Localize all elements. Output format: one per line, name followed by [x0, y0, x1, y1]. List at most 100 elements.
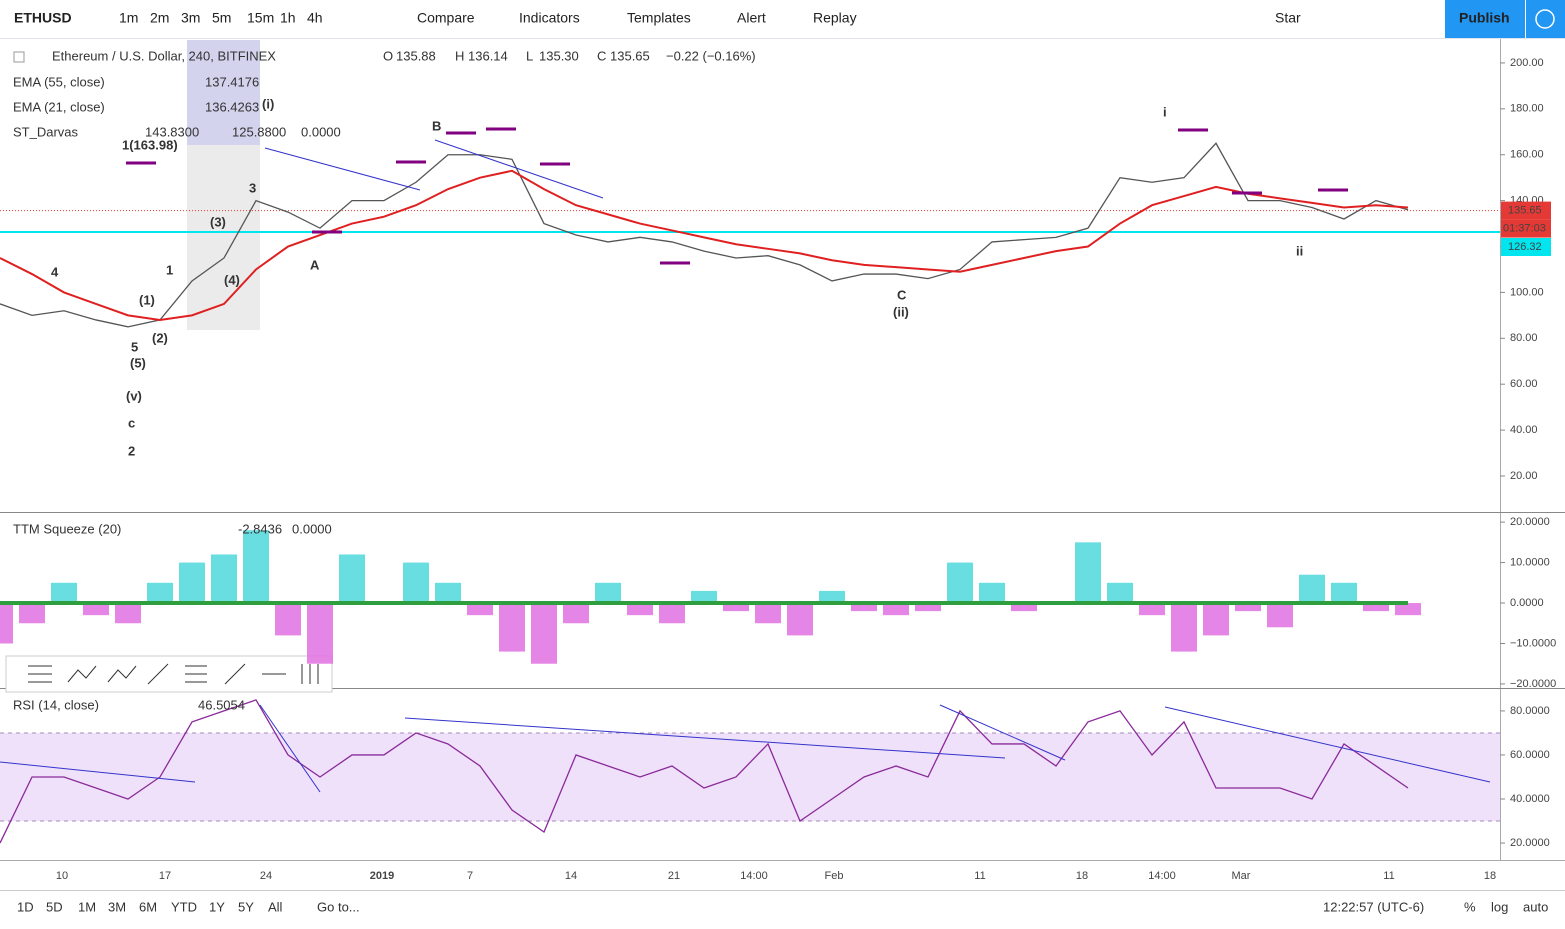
interval[interactable]: 5m	[212, 10, 231, 26]
range-button[interactable]: 5Y	[238, 899, 254, 914]
scale-option[interactable]: log	[1491, 899, 1508, 914]
momentum-bar	[1203, 603, 1229, 636]
play-button[interactable]	[1526, 0, 1565, 38]
tool-icon[interactable]	[301, 664, 319, 684]
x-tick-label: Feb	[825, 870, 844, 882]
toolbar-button[interactable]: Replay	[813, 10, 857, 26]
momentum-bar	[1075, 542, 1101, 604]
chart-title: Ethereum / U.S. Dollar, 240, BITFINEX	[52, 48, 276, 63]
star-button[interactable]: Star	[1275, 10, 1301, 26]
range-button[interactable]: All	[268, 899, 283, 914]
momentum-bar	[1107, 582, 1133, 604]
indicator-value: 136.4263	[205, 99, 259, 114]
x-tick-label: 11	[974, 870, 985, 882]
range-button[interactable]: 3M	[108, 899, 126, 914]
x-tick-label: 21	[668, 870, 680, 882]
momentum-bar	[755, 603, 781, 624]
interval[interactable]: 1h	[280, 10, 296, 26]
ohlc-label: L	[526, 48, 533, 63]
tool-icon[interactable]	[67, 665, 97, 683]
x-tick-label: 17	[159, 870, 171, 882]
price-line	[0, 142, 1409, 328]
range-button[interactable]: 5D	[46, 899, 63, 914]
publish-label[interactable]: Publish	[1459, 10, 1510, 26]
y-tick-label: 160.00	[1510, 149, 1544, 161]
tool-icon[interactable]	[28, 665, 52, 683]
momentum-bar	[147, 582, 173, 604]
scale-option[interactable]: %	[1464, 899, 1476, 914]
squeeze-value: -2.8436	[238, 521, 282, 536]
y-tick-label: −10.0000	[1510, 637, 1556, 649]
x-tick-label: 2019	[370, 870, 394, 882]
wave-label: C	[897, 287, 907, 302]
squeeze-name[interactable]: TTM Squeeze (20)	[13, 521, 121, 536]
interval[interactable]: 1m	[119, 10, 138, 26]
range-button[interactable]: 1D	[17, 899, 34, 914]
momentum-bar	[1011, 603, 1037, 612]
momentum-bar	[979, 582, 1005, 604]
toolbar-button[interactable]: Compare	[417, 10, 475, 26]
range-button[interactable]: 1Y	[209, 899, 225, 914]
scale-option[interactable]: auto	[1523, 899, 1548, 914]
wave-label: 2	[128, 443, 135, 458]
y-tick-label: 20.00	[1510, 470, 1538, 482]
y-tick-label: 60.0000	[1510, 749, 1550, 761]
countdown-tag	[1501, 219, 1551, 238]
rsi-name[interactable]: RSI (14, close)	[13, 697, 99, 712]
momentum-bar	[915, 603, 941, 612]
collapse-box[interactable]	[13, 51, 25, 63]
indicator-name[interactable]: EMA (55, close)	[13, 74, 105, 89]
tool-icon[interactable]	[107, 665, 137, 683]
momentum-bar	[499, 603, 525, 652]
clock: 12:22:57 (UTC-6)	[1323, 899, 1424, 914]
interval[interactable]: 15m	[247, 10, 274, 26]
interval[interactable]: 2m	[150, 10, 169, 26]
range-button[interactable]: YTD	[171, 899, 197, 914]
ohlc-label: C	[597, 48, 606, 63]
wave-label: (4)	[224, 272, 240, 287]
x-tick-label: 18	[1484, 870, 1496, 882]
y-tick-label: 180.00	[1510, 103, 1544, 115]
momentum-bar	[819, 590, 845, 604]
momentum-bar	[723, 603, 749, 612]
tool-icon[interactable]	[147, 663, 169, 685]
momentum-bar	[1331, 582, 1357, 604]
range-button[interactable]: 6M	[139, 899, 157, 914]
ohlc-value: 135.88	[396, 48, 436, 63]
indicator-name[interactable]: ST_Darvas	[13, 124, 79, 139]
momentum-bar	[531, 603, 557, 664]
goto-button[interactable]: Go to...	[317, 899, 360, 914]
interval[interactable]: 3m	[181, 10, 200, 26]
indicator-name[interactable]: EMA (21, close)	[13, 99, 105, 114]
tool-icon[interactable]	[224, 663, 246, 685]
toolbar-button[interactable]: Alert	[737, 10, 766, 26]
momentum-bar	[563, 603, 589, 624]
interval[interactable]: 4h	[307, 10, 323, 26]
rsi-line	[0, 699, 1409, 844]
momentum-bar	[1299, 574, 1325, 604]
price-tag	[1501, 201, 1551, 220]
indicator-value: 125.8800	[232, 124, 286, 139]
toolbar-button[interactable]: Templates	[627, 10, 691, 26]
wave-label: 3	[249, 180, 256, 195]
momentum-bar	[1139, 603, 1165, 616]
symbol[interactable]: ETHUSD	[14, 10, 72, 26]
momentum-bar	[1235, 603, 1261, 612]
wave-label: 1	[166, 262, 173, 277]
range-button[interactable]: 1M	[78, 899, 96, 914]
y-tick-label: 60.00	[1510, 378, 1538, 390]
tool-icon[interactable]	[185, 665, 207, 683]
wave-label: 5	[131, 339, 138, 354]
wave-label: (5)	[130, 355, 146, 370]
play-icon	[1535, 9, 1555, 29]
momentum-bar	[19, 603, 45, 624]
x-tick-label: 14:00	[1148, 870, 1176, 882]
wave-label: ii	[1296, 243, 1303, 258]
indicator-value: 137.4176	[205, 74, 259, 89]
toolbar	[0, 0, 1565, 38]
toolbar-button[interactable]: Indicators	[519, 10, 580, 26]
y-tick-label: 40.0000	[1510, 793, 1550, 805]
publish-button[interactable]	[1445, 0, 1525, 38]
trend-line	[264, 139, 604, 199]
